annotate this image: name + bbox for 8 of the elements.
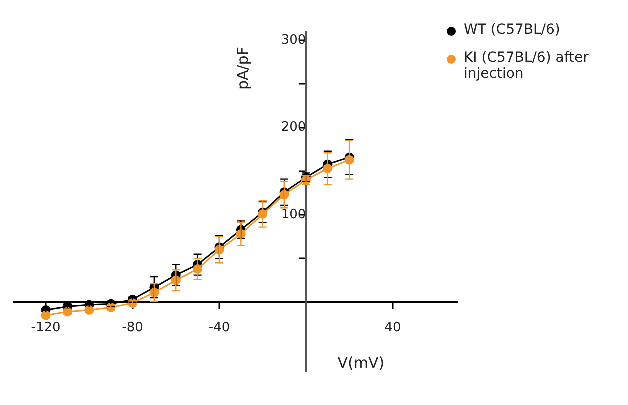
x-tick-label: -40 (208, 320, 230, 336)
y-axis-title: pA/pF (234, 47, 252, 90)
x-tick-label: -120 (31, 320, 61, 336)
legend-label: KI (C57BL/6) after injection (464, 50, 590, 82)
legend-label: WT (C57BL/6) (464, 22, 560, 38)
x-axis-title: V(mV) (338, 354, 385, 372)
x-tick-label: 40 (384, 320, 402, 336)
x-tick-label: -80 (122, 320, 144, 336)
